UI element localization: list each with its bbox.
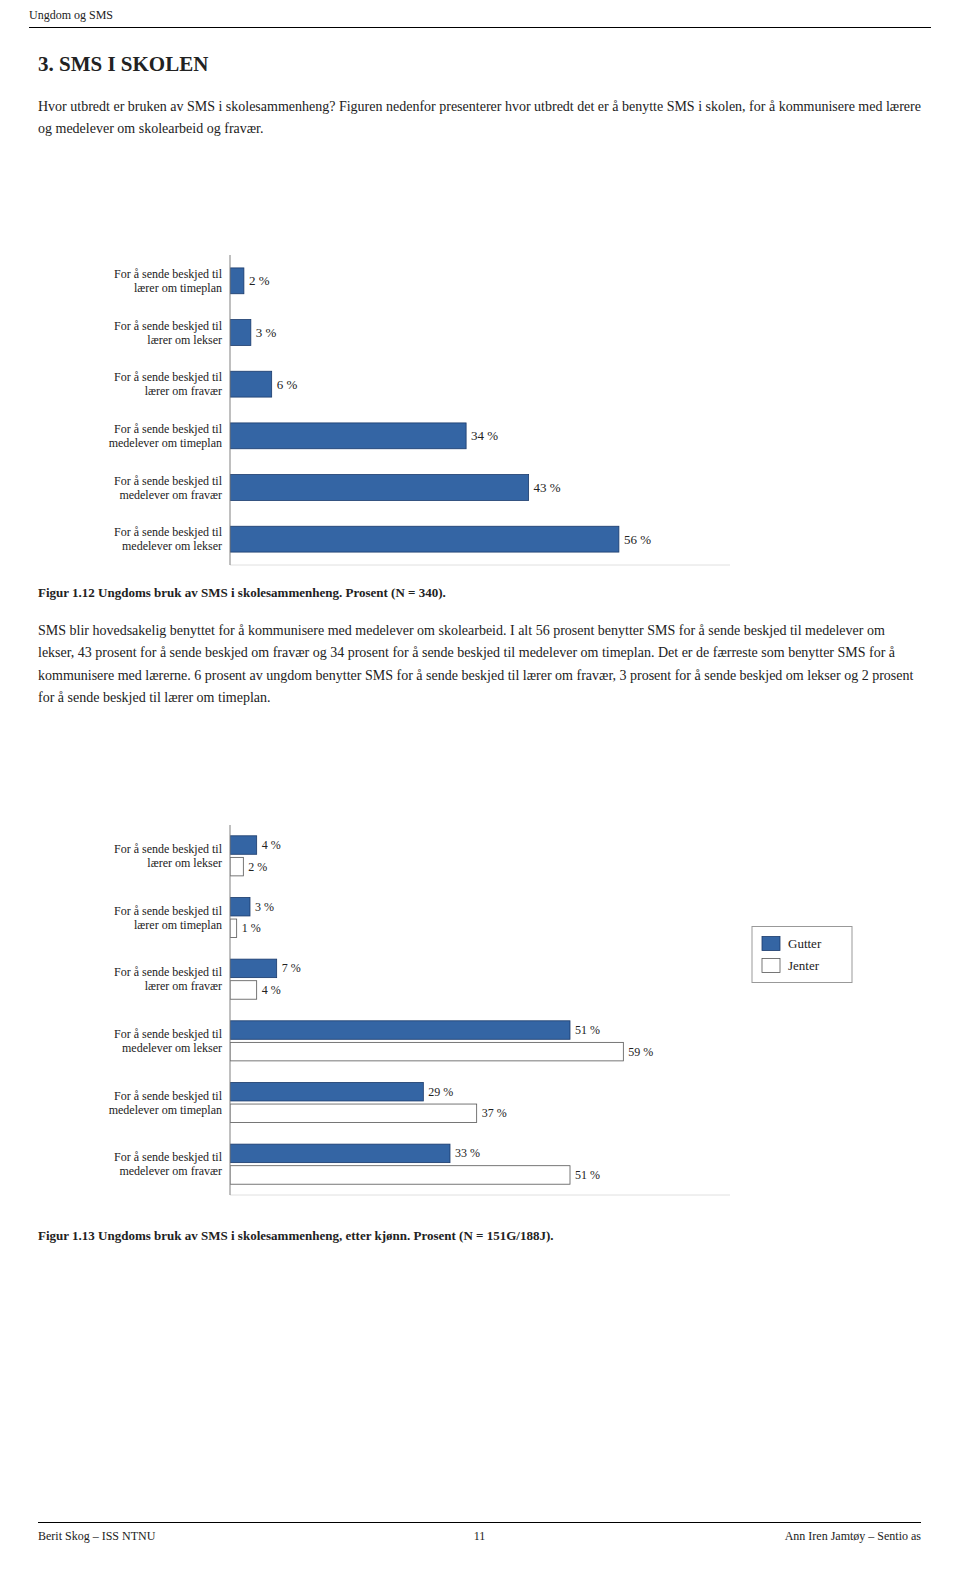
bar [230,320,251,346]
legend-swatch [762,959,780,973]
chart: 33 %51 %29 %37 %51 %59 %7 %4 %3 %1 %4 %2… [0,800,960,1220]
category-line: lærer om lekser [147,333,222,347]
category-line: For å sende beskjed til [114,965,223,979]
bar [230,526,619,552]
data-label: 3 % [256,325,277,340]
bar [230,475,529,501]
category-line: For å sende beskjed til [114,904,223,918]
data-label: 37 % [482,1106,507,1120]
bar [230,1144,450,1163]
legend-swatch [762,937,780,951]
category-label: For å sende beskjed tilmedelever om leks… [114,525,223,553]
data-label: 2 % [249,273,270,288]
bar [230,981,257,1000]
data-label: 51 % [575,1023,600,1037]
footer-left: Berit Skog – ISS NTNU [38,1529,155,1544]
bars [230,268,619,552]
category-line: lærer om timeplan [134,918,222,932]
data-label: 51 % [575,1168,600,1182]
bar [230,857,243,876]
category-line: For å sende beskjed til [114,842,223,856]
chart: 56 % 43 % 34 % 6 % 3 % 2 % For å sende beskjed… [0,240,960,580]
intro-text: Hvor utbredt er bruken av SMS i skolesam… [38,96,921,141]
category-label: For å sende beskjed tillærer om fravær [114,965,223,993]
category-label: For å sende beskjed tilmedelever om time… [109,422,223,450]
category-label: For å sende beskjed tillærer om timeplan [114,904,223,932]
legend-box [752,927,852,983]
category-label: For å sende beskjed tillærer om fravær [114,370,223,398]
y-axis-line [230,825,231,1195]
category-line: medelever om timeplan [109,1103,222,1117]
data-label: 1 % [242,921,261,935]
bar [230,268,244,294]
category-line: For å sende beskjed til [114,267,223,281]
category-label: For å sende beskjed tilmedelever om leks… [114,1027,223,1055]
bar [230,423,466,449]
bar [230,1082,423,1101]
footer-right: Ann Iren Jamtøy – Sentio as [785,1529,921,1544]
data-label: 43 % [534,480,561,495]
page-title: Ungdom og SMS [29,8,931,28]
data-label: 56 % [624,532,651,547]
category-line: medelever om lekser [122,1041,222,1055]
category-line: medelever om fravær [119,488,222,502]
bar [230,897,250,916]
bar [230,836,257,855]
bar [230,1166,570,1185]
category-label: For å sende beskjed tilmedelever om frav… [114,1150,223,1178]
data-label: 3 % [255,900,274,914]
legend: Gutter Jenter [752,927,852,983]
category-label: For å sende beskjed tilmedelever om time… [109,1089,223,1117]
category-line: lærer om fravær [145,384,222,398]
data-label: 4 % [262,838,281,852]
category-line: medelever om lekser [122,539,222,553]
legend-label: Jenter [788,958,820,973]
category-line: medelever om fravær [119,1164,222,1178]
footer: Berit Skog – ISS NTNU 11 Ann Iren Jamtøy –… [38,1522,921,1549]
x-range-line [230,1195,730,1196]
bar [230,1104,477,1123]
bars [230,836,623,1184]
data-label: 59 % [628,1045,653,1059]
category-line: For å sende beskjed til [114,1027,223,1041]
category-line: For å sende beskjed til [114,422,223,436]
category-line: For å sende beskjed til [114,474,223,488]
data-labels: 33 %51 %29 %37 %51 %59 %7 %4 %3 %1 %4 %2… [242,838,654,1182]
category-line: medelever om timeplan [109,436,222,450]
x-range-line [230,565,730,566]
bar [230,919,237,937]
data-label: 6 % [277,377,298,392]
bar [230,959,277,978]
data-label: 2 % [248,860,267,874]
bar [230,1021,570,1039]
legend-label: Gutter [788,936,822,951]
category-label: For å sende beskjed tilmedelever om frav… [114,474,223,502]
data-label: 29 % [428,1085,453,1099]
data-labels: 56 % 43 % 34 % 6 % 3 % 2 % [249,273,651,546]
figure-caption: Figur 1.12 Ungdoms bruk av SMS i skolesa… [38,585,921,601]
data-label: 4 % [262,983,281,997]
category-line: For å sende beskjed til [114,525,223,539]
category-line: lærer om fravær [145,979,222,993]
category-line: For å sende beskjed til [114,319,223,333]
bar [230,371,272,397]
category-line: lærer om timeplan [134,281,222,295]
section-title: 3. SMS I SKOLEN [38,52,921,77]
figure-caption: Figur 1.13 Ungdoms bruk av SMS i skolesa… [38,1228,921,1244]
category-line: lærer om lekser [147,856,222,870]
y-axis-line [230,255,231,565]
category-label: For å sende beskjed tillærer om lekser [114,319,223,347]
bar [230,1042,623,1061]
data-label: 34 % [471,428,498,443]
data-label: 33 % [455,1146,480,1160]
footer-center: 11 [474,1529,486,1544]
data-label: 7 % [282,961,301,975]
category-line: For å sende beskjed til [114,1089,223,1103]
category-line: For å sende beskjed til [114,1150,223,1164]
category-label: For å sende beskjed tillærer om lekser [114,842,223,870]
body-text: SMS blir hovedsakelig benyttet for å kom… [38,620,921,710]
category-line: For å sende beskjed til [114,370,223,384]
category-label: For å sende beskjed tillærer om timeplan [114,267,223,295]
